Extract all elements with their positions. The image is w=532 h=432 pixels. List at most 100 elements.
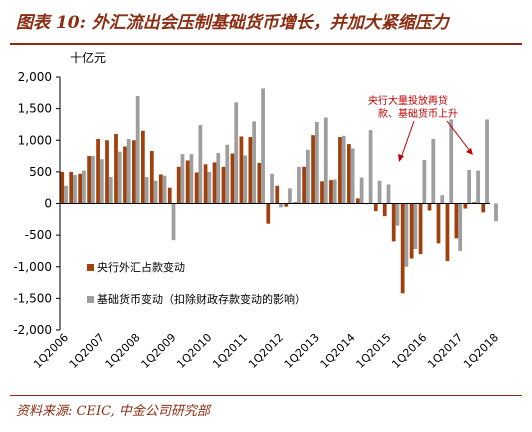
- bar-fx-25: [284, 203, 289, 207]
- bar-base-44: [458, 203, 463, 251]
- x-tick-label: 1Q2012: [246, 331, 286, 371]
- x-tick-label: 1Q2013: [282, 331, 322, 371]
- bar-base-12: [171, 203, 176, 241]
- source-note: 资料来源: CEIC, 中金公司研究部: [16, 404, 210, 419]
- bar-fx-19: [230, 153, 235, 204]
- y-tick-labels: 2,000 1,500 1,000 500 0 -500 -1,000 -1,500 -2,00…: [13, 70, 52, 337]
- bar-base-41: [431, 138, 436, 204]
- annotation: 央行大量投放再贷 款、基础货币上升: [368, 94, 473, 162]
- bar-fx-30: [329, 180, 333, 204]
- bar-base-33: [359, 177, 364, 204]
- bar-fx-20: [239, 136, 244, 204]
- bar-fx-18: [221, 166, 226, 204]
- bar-base-23: [270, 173, 274, 204]
- bar-base-29: [323, 117, 328, 204]
- bar-fx-13: [176, 166, 181, 204]
- x-tick-label: 1Q2014: [318, 331, 358, 371]
- annotation-arrowhead-right: [466, 148, 473, 155]
- bar-base-10: [153, 180, 158, 204]
- bar-fx-44: [454, 203, 459, 239]
- bar-fx-1: [69, 171, 74, 204]
- x-tick-label: 1Q2011: [210, 331, 250, 371]
- x-tick-label: 1Q2016: [389, 331, 429, 371]
- bar-base-11: [162, 175, 167, 204]
- bar-base-36: [386, 184, 391, 204]
- bars-layer: [60, 88, 498, 294]
- bar-fx-41: [427, 203, 432, 211]
- bar-base-20: [243, 155, 248, 204]
- bar-fx-14: [185, 160, 190, 204]
- legend-swatch-fx: [87, 264, 94, 271]
- bar-base-39: [413, 203, 418, 250]
- x-tick-label: 1Q2010: [174, 331, 214, 371]
- bar-base-5: [108, 176, 113, 204]
- x-tick-label: 1Q2008: [103, 331, 143, 371]
- annotation-arrowhead-left: [398, 154, 404, 162]
- bar-base-2: [82, 170, 86, 204]
- bar-base-3: [91, 156, 95, 204]
- x-tick-label: 1Q2015: [354, 331, 394, 371]
- bar-base-6: [117, 151, 122, 204]
- bar-base-4: [99, 159, 104, 204]
- bar-fx-24: [275, 185, 280, 204]
- bar-fx-33: [355, 198, 360, 204]
- title-divider: [10, 43, 522, 45]
- y-tick-label: 1,000: [18, 133, 52, 147]
- bar-base-8: [135, 95, 140, 204]
- bar-fx-26: [293, 202, 298, 204]
- x-tick-label: 1Q2007: [67, 331, 107, 371]
- y-tick-label: -1,000: [13, 260, 52, 274]
- bar-fx-10: [149, 151, 154, 204]
- legend: 央行外汇占款变动 基础货币变动（扣除财政存款变动的影响）: [87, 260, 306, 306]
- bar-chart: 十亿元 2,000 1,500 1,000 500 0 -500 -1,000 -1,500 -…: [13, 50, 501, 371]
- y-tick-label: 0: [44, 197, 52, 211]
- bar-fx-6: [114, 133, 118, 204]
- bar-fx-23: [266, 203, 271, 224]
- bar-base-13: [180, 154, 185, 204]
- bar-fx-7: [123, 146, 127, 204]
- bar-fx-5: [105, 140, 109, 204]
- bar-fx-37: [391, 203, 396, 242]
- bar-fx-11: [158, 174, 163, 204]
- bar-base-42: [440, 195, 445, 204]
- bar-fx-31: [338, 137, 342, 204]
- y-tick-label: 1,500: [18, 102, 52, 116]
- y-tick-label: 2,000: [18, 70, 52, 84]
- bar-fx-21: [248, 137, 253, 204]
- bar-fx-35: [373, 203, 378, 212]
- bar-base-32: [350, 148, 355, 204]
- bar-fx-16: [203, 164, 208, 204]
- bar-base-14: [189, 154, 194, 204]
- bar-fx-45: [463, 203, 468, 209]
- bar-fx-17: [212, 162, 217, 204]
- bar-base-46: [476, 170, 480, 204]
- bar-base-9: [144, 176, 149, 204]
- bar-fx-29: [320, 181, 324, 204]
- x-tick-label: 1Q2009: [139, 331, 179, 371]
- bar-fx-38: [400, 203, 405, 294]
- bar-fx-46: [472, 202, 477, 204]
- bar-base-15: [198, 125, 203, 204]
- bar-fx-12: [167, 187, 172, 204]
- x-tick-label: 1Q2017: [425, 331, 465, 371]
- bar-fx-36: [382, 203, 387, 217]
- annotation-line-1: 央行大量投放再贷: [368, 94, 448, 107]
- bar-base-48: [494, 203, 498, 222]
- legend-swatch-base: [87, 296, 94, 303]
- bar-fx-43: [445, 203, 450, 262]
- bar-base-43: [449, 119, 454, 204]
- bar-base-7: [126, 138, 131, 204]
- bar-fx-40: [418, 203, 423, 255]
- y-tick-label: 500: [29, 165, 52, 179]
- bar-fx-8: [132, 140, 136, 204]
- bar-base-18: [225, 144, 230, 204]
- x-tick-labels: 1Q20061Q20071Q20081Q20091Q20101Q20111Q20…: [31, 331, 501, 371]
- bar-base-24: [279, 203, 283, 208]
- legend-label-fx: 央行外汇占款变动: [97, 260, 185, 274]
- y-tick-label: -500: [25, 228, 52, 242]
- bar-base-26: [297, 166, 301, 204]
- bar-fx-22: [257, 163, 262, 204]
- bar-fx-27: [302, 166, 306, 204]
- y-tick-label: -1,500: [13, 291, 52, 305]
